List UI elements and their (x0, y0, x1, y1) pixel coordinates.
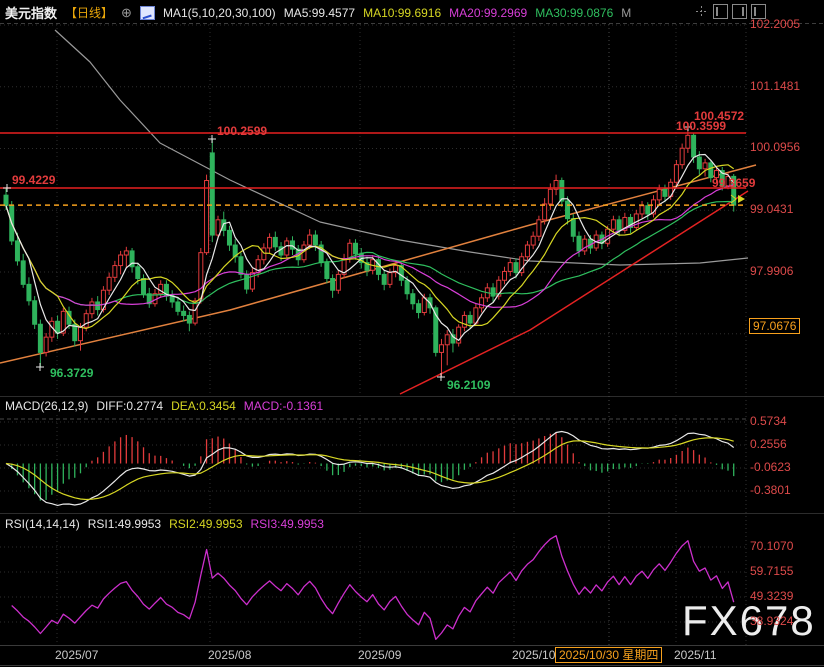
x-axis-label: 2025/11 (674, 648, 717, 662)
macd-diff-value: DIFF:0.2774 (96, 399, 164, 413)
ma100-truncated-label: M (621, 5, 632, 20)
x-axis-label: 2025/08 (208, 648, 252, 662)
rsi-legend: RSI(14,14,14) RSI1:49.9953 RSI2:49.9953 … (5, 517, 324, 531)
y-axis-boxed-label: 97.0676 (749, 318, 801, 335)
macd-params-label[interactable]: MACD(26,12,9) (5, 399, 89, 413)
ma20-value: MA20:99.2969 (449, 5, 528, 20)
detach-window-icon[interactable] (751, 4, 766, 19)
y-axis-label: 100.0956 (750, 140, 801, 155)
x-axis-label: 2025/09 (358, 648, 402, 662)
x-axis-label: 2025/10 (512, 648, 556, 662)
rsi2-value: RSI2:49.9953 (169, 517, 243, 531)
mini-chart-icon[interactable] (139, 5, 155, 20)
period-label[interactable]: 【日线】 (65, 6, 114, 20)
ma10-value: MA10:99.6916 (363, 5, 442, 20)
macd-legend: MACD(26,12,9) DIFF:0.2774 DEA:0.3454 MAC… (5, 399, 323, 413)
pane-right-icon[interactable] (732, 4, 747, 19)
ma30-value: MA30:99.0876 (535, 5, 614, 20)
macd-axis-label: 0.5734 (750, 413, 787, 428)
ma-group-label[interactable]: MA1(5,10,20,30,100) (162, 5, 276, 20)
ma5-value: MA5:99.4577 (283, 5, 356, 20)
price-annotation: 100.2599 (217, 124, 268, 138)
price-annotation: 96.3729 (50, 366, 94, 380)
chart-toolbar (694, 4, 766, 19)
price-annotation: 99.4229 (12, 173, 56, 187)
y-axis-label: 99.0431 (750, 202, 794, 217)
rsi-axis-label: 59.7155 (750, 564, 794, 578)
pane-left-icon[interactable] (713, 4, 728, 19)
x-axis-label: 2025/07 (55, 648, 99, 662)
rsi-params-label[interactable]: RSI(14,14,14) (5, 517, 80, 531)
rsi3-value: RSI3:49.9953 (250, 517, 324, 531)
y-axis-label: 102.2005 (750, 17, 801, 31)
macd-dea-value: DEA:0.3454 (171, 399, 236, 413)
macd-axis-label: 0.2556 (750, 436, 787, 451)
symbol-title: 美元指数 (5, 6, 58, 21)
circle-plus-icon[interactable]: ⊕ (121, 5, 132, 20)
price-annotation: 96.2109 (447, 378, 491, 392)
price-annotation: 99.3659 (712, 176, 756, 190)
y-axis-label: 101.1481 (750, 78, 801, 93)
rsi-axis-label: 38.9324 (750, 613, 794, 628)
macd-value: MACD:-0.1361 (243, 399, 324, 413)
main-chart-legend: 美元指数 【日线】 ⊕ MA1(5,10,20,30,100) MA5:99.4… (5, 3, 631, 22)
rsi-axis-label: 70.1070 (750, 539, 794, 554)
macd-axis-label: -0.0623 (750, 460, 791, 474)
macd-axis-label: -0.3801 (750, 483, 791, 498)
rsi-axis-label: 49.3239 (750, 589, 794, 603)
price-annotation: 100.4572 (694, 109, 745, 123)
y-axis-label: 97.9906 (750, 263, 794, 278)
watermark: FX678 (682, 597, 816, 644)
crosshair-move-icon[interactable] (694, 4, 709, 19)
price-annotation: 100.3599 (676, 119, 727, 133)
rsi1-value: RSI1:49.9953 (87, 517, 162, 531)
crosshair-date-label: 2025/10/30 星期四 (555, 647, 663, 663)
